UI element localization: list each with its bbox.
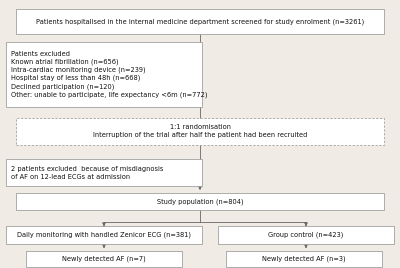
Text: Newly detected AF (n=7): Newly detected AF (n=7) bbox=[62, 256, 146, 262]
Text: 1:1 randomisation
Interruption of the trial after half the patient had been recr: 1:1 randomisation Interruption of the tr… bbox=[93, 124, 307, 138]
Text: 2 patients excluded  because of misdiagnosis
of AF on 12-lead ECGs at admission: 2 patients excluded because of misdiagno… bbox=[11, 166, 163, 180]
FancyBboxPatch shape bbox=[16, 118, 384, 145]
FancyBboxPatch shape bbox=[16, 9, 384, 34]
FancyBboxPatch shape bbox=[218, 226, 394, 244]
Text: Newly detected AF (n=3): Newly detected AF (n=3) bbox=[262, 256, 346, 262]
Text: Patients hospitalised in the internal medicine department screened for study enr: Patients hospitalised in the internal me… bbox=[36, 18, 364, 25]
FancyBboxPatch shape bbox=[6, 159, 202, 186]
FancyBboxPatch shape bbox=[226, 251, 382, 267]
Text: Study population (n=804): Study population (n=804) bbox=[157, 198, 243, 205]
Text: Daily monitoring with handled Zenicor ECG (n=381): Daily monitoring with handled Zenicor EC… bbox=[17, 232, 191, 239]
FancyBboxPatch shape bbox=[6, 226, 202, 244]
FancyBboxPatch shape bbox=[16, 193, 384, 210]
FancyBboxPatch shape bbox=[26, 251, 182, 267]
FancyBboxPatch shape bbox=[6, 42, 202, 107]
Text: Group control (n=423): Group control (n=423) bbox=[268, 232, 344, 239]
Text: Patients excluded
Known atrial fibrillation (n=656)
Intra-cardiac monitoring dev: Patients excluded Known atrial fibrillat… bbox=[11, 51, 207, 98]
